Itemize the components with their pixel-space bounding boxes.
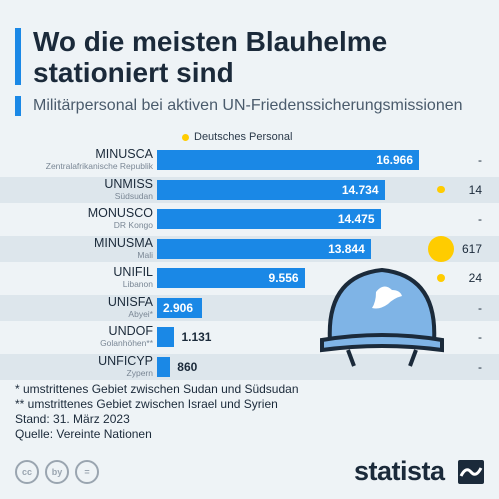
region-label: Libanon [122, 279, 153, 289]
mission-label: UNDOF [108, 324, 153, 338]
bar-value-label: 860 [177, 359, 198, 374]
mission-label: UNISFA [107, 294, 153, 309]
german-personnel-dot [437, 185, 445, 194]
region-label: Abyei* [128, 308, 153, 319]
date-note: Stand: 31. März 2023 [15, 412, 130, 426]
mission-label: MINUSMA [93, 235, 153, 250]
bar [157, 268, 305, 288]
bar-value-label: 14.475 [337, 212, 375, 226]
bar-value-label: 13.844 [328, 241, 365, 256]
bar [157, 356, 171, 377]
region-label: DR Kongo [113, 220, 153, 230]
row-stripe [0, 353, 499, 380]
row-label: UNMISS Südsudan [0, 176, 153, 201]
german-personnel-value: 617 [461, 241, 482, 256]
bar [157, 150, 419, 170]
bar-value-label: 16.966 [376, 153, 413, 167]
mission-label: MONUSCO [87, 206, 153, 220]
footnote: ** umstrittenes Gebiet zwischen Israel u… [15, 397, 278, 411]
region-label: Zypern [126, 367, 153, 378]
mission-label: UNIFIL [113, 265, 153, 279]
chart-subtitle: Militärpersonal bei aktiven UN-Friedenss… [33, 97, 463, 114]
bar [157, 179, 385, 200]
row-label: MINUSCA Zentralafrikanische Republik [0, 147, 153, 172]
source-note: Quelle: Vereinte Nationen [15, 427, 152, 441]
region-label: Golanhöhen** [100, 338, 153, 348]
legend: Deutsches Personal [182, 131, 292, 143]
german-personnel-value: - [478, 212, 482, 226]
german-personnel-value: - [478, 359, 482, 374]
german-personnel-dot [428, 235, 454, 262]
german-personnel-value: - [478, 153, 482, 167]
bar [157, 297, 202, 318]
bar-value-label: 2.906 [163, 300, 194, 315]
region-label: Zentralafrikanische Republik [45, 161, 153, 171]
row-label: MINUSMA Mali [0, 235, 153, 260]
bar-value-label: 1.131 [181, 330, 212, 344]
subtitle-accent-bar [15, 96, 21, 116]
row-label: MONUSCO DR Kongo [0, 206, 153, 231]
bar [157, 209, 381, 229]
bar [157, 327, 175, 347]
german-personnel-value: 14 [468, 182, 482, 197]
row-label: UNFICYP Zypern [0, 353, 153, 378]
legend-label: Deutsches Personal [194, 131, 293, 143]
bar-value-label: 9.556 [268, 271, 299, 285]
german-personnel-value: - [478, 300, 482, 315]
mission-label: MINUSCA [95, 147, 153, 161]
region-label: Südsudan [114, 190, 153, 201]
footnotes: * umstrittenes Gebiet zwischen Sudan und… [15, 382, 299, 442]
attribution-icon[interactable]: by [45, 460, 69, 484]
row-label: UNDOF Golanhöhen** [0, 324, 153, 349]
german-personnel-dot [436, 273, 446, 283]
statista-logo-icon [458, 460, 484, 484]
footnote: * umstrittenes Gebiet zwischen Sudan und… [15, 382, 299, 396]
no-derivatives-icon[interactable]: = [75, 460, 99, 484]
bar-value-label: 14.734 [341, 182, 379, 197]
region-label: Mali [137, 249, 153, 260]
chart-title: Wo die meisten Blauhelme stationiert sin… [33, 26, 388, 88]
mission-label: UNMISS [104, 176, 153, 191]
german-personnel-value: - [478, 330, 482, 344]
license-icons: cc by = [15, 460, 99, 484]
legend-dot-icon [182, 133, 189, 141]
statista-logo[interactable]: statista [354, 456, 445, 486]
blue-helmet-dove-icon [320, 267, 444, 367]
title-accent-bar [15, 28, 21, 85]
bar [157, 238, 371, 259]
row-label: UNIFIL Libanon [0, 265, 153, 290]
mission-label: UNFICYP [98, 353, 153, 368]
row-label: UNISFA Abyei* [0, 294, 153, 319]
german-personnel-value: 24 [468, 271, 482, 285]
creative-commons-icon[interactable]: cc [15, 460, 39, 484]
